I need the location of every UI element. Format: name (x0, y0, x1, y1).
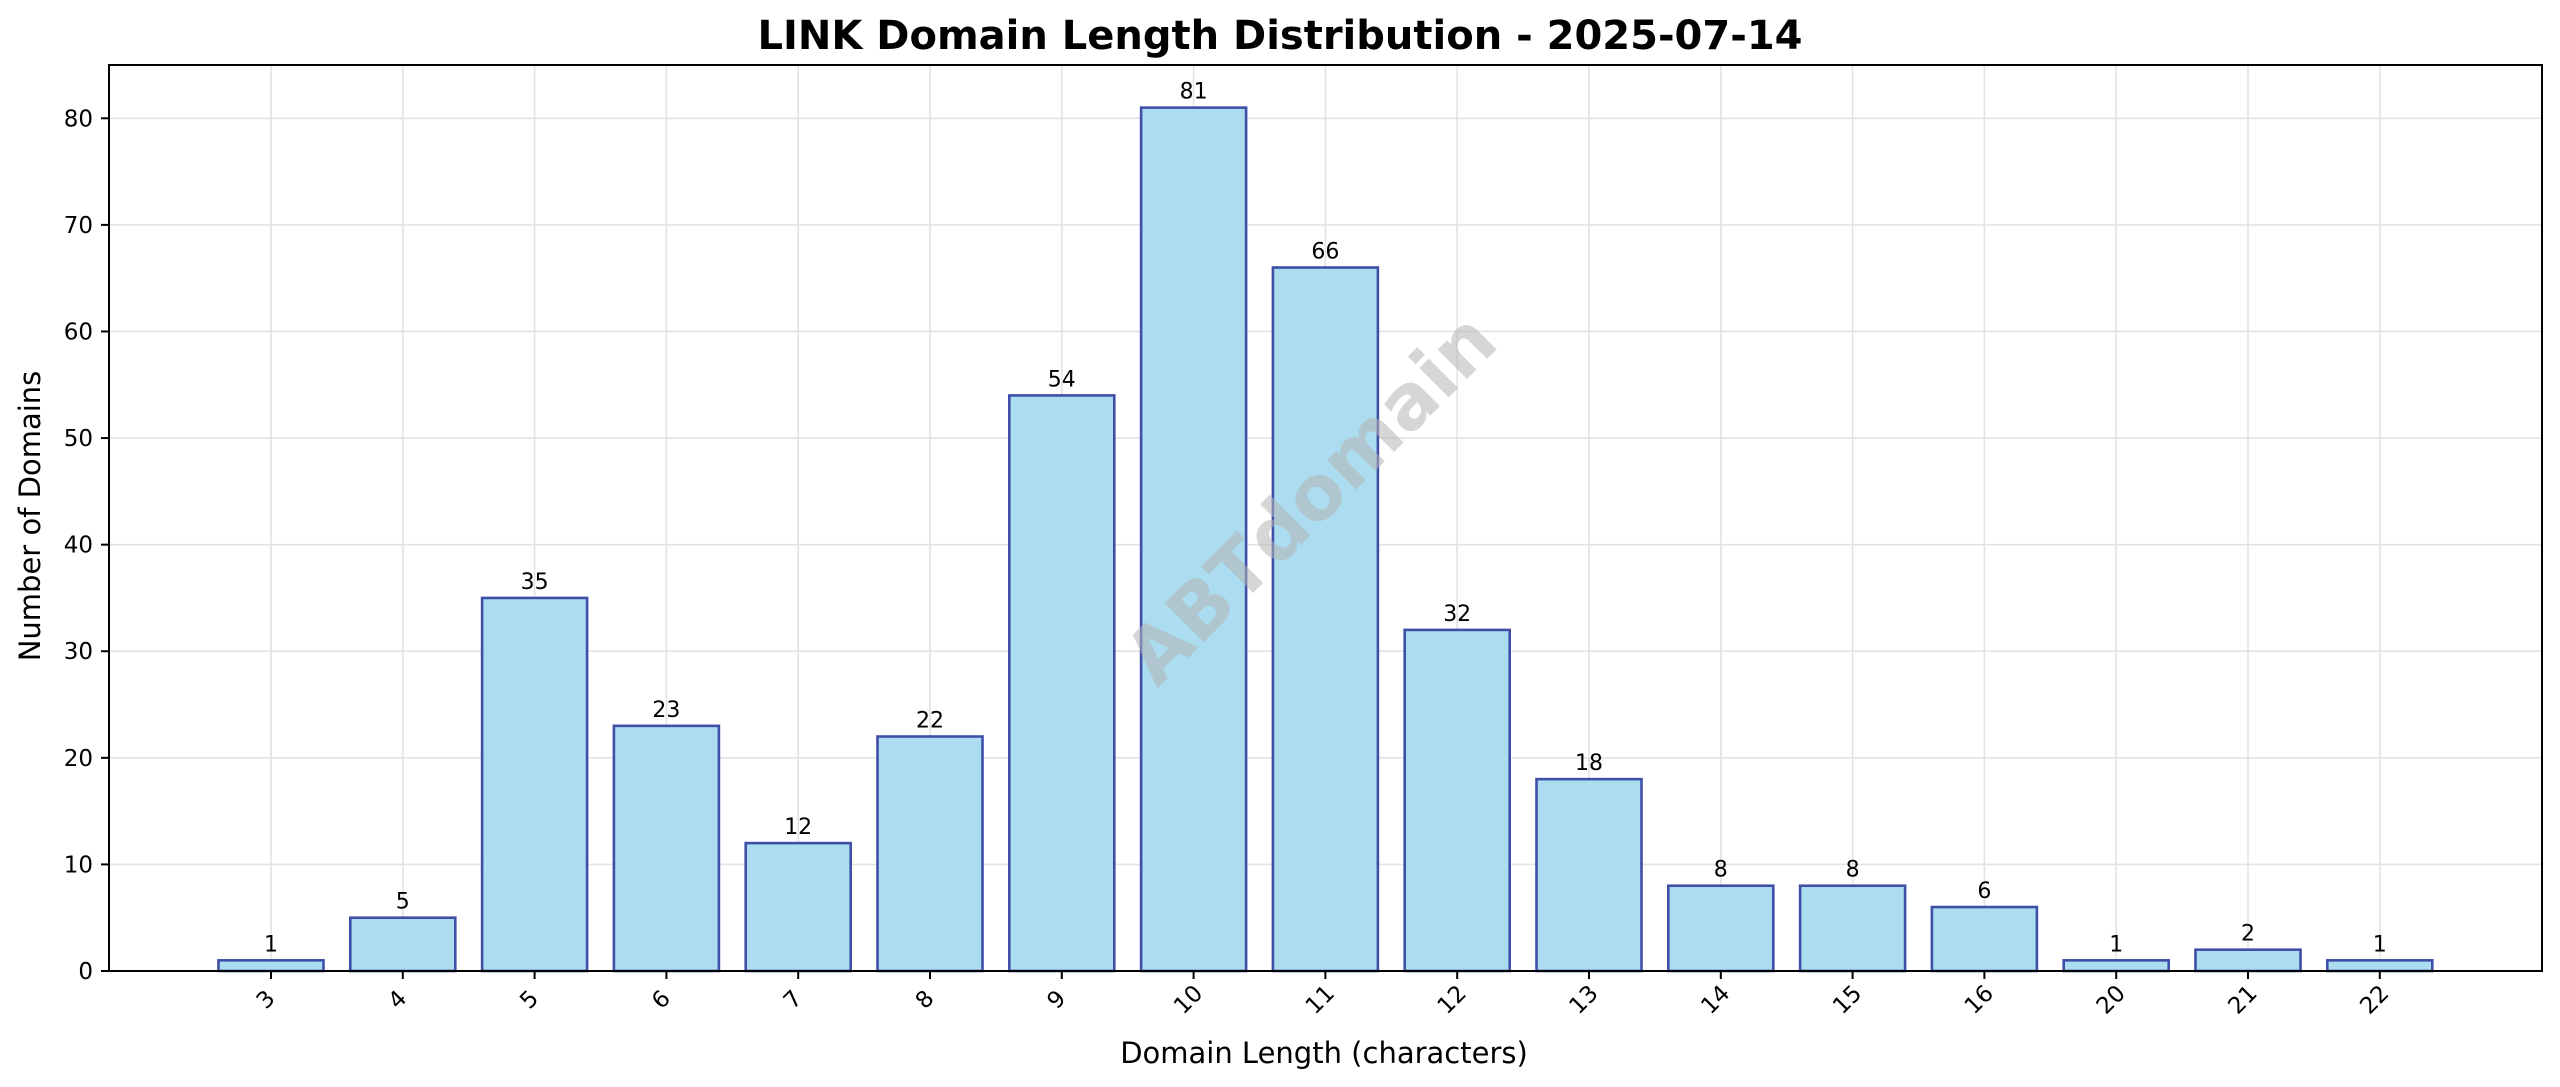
bar-21 (2194, 948, 2302, 973)
data-label-3: 1 (264, 932, 278, 957)
x-tick-label-21: 21 (2224, 981, 2263, 1020)
data-label-11: 66 (1311, 240, 1339, 265)
bar-4 (348, 916, 457, 973)
x-axis-ticks: 3 4 5 6 7 8 9 10 11 12 13 14 15 16 20 21 22 (252, 971, 2394, 1020)
y-tick-label-60: 60 (64, 319, 93, 345)
data-label-20: 1 (2109, 932, 2123, 957)
y-tick-label-20: 20 (64, 746, 93, 772)
bar-16 (1930, 905, 2039, 973)
y-tick-label-80: 80 (64, 106, 93, 132)
x-tick-label-6: 6 (647, 986, 676, 1015)
data-label-4: 5 (396, 890, 410, 915)
y-tick-label-30: 30 (64, 639, 93, 665)
x-tick-label-14: 14 (1696, 981, 1735, 1020)
y-tick-label-40: 40 (64, 533, 93, 559)
x-tick-label-4: 4 (383, 986, 412, 1015)
bar-6 (612, 724, 721, 973)
bar-14 (1667, 884, 1775, 973)
data-label-5: 35 (521, 570, 549, 595)
bar-13 (1535, 777, 1643, 973)
data-label-9: 54 (1048, 367, 1076, 392)
data-label-15: 8 (1846, 858, 1860, 883)
x-tick-label-11: 11 (1301, 981, 1340, 1020)
y-tick-label-50: 50 (64, 426, 93, 452)
y-axis-label: Number of Domains (13, 371, 47, 662)
x-tick-label-22: 22 (2355, 981, 2394, 1020)
bar-9 (1007, 394, 1116, 973)
data-label-13: 18 (1575, 751, 1603, 776)
bar-15 (1798, 884, 1907, 973)
x-tick-label-9: 9 (1042, 986, 1071, 1015)
data-label-8: 22 (916, 709, 944, 734)
x-tick-label-15: 15 (1828, 981, 1867, 1020)
y-tick-label-70: 70 (64, 213, 93, 239)
data-label-16: 6 (1977, 879, 1991, 904)
bar-10 (1139, 106, 1248, 973)
bars (217, 106, 2434, 973)
data-label-10: 81 (1180, 80, 1208, 105)
bar-22 (2326, 959, 2434, 973)
bar-3 (217, 959, 325, 973)
bar-20 (2062, 959, 2170, 973)
x-tick-label-16: 16 (1960, 981, 1999, 1020)
x-tick-label-10: 10 (1169, 981, 1208, 1020)
x-tick-label-13: 13 (1565, 981, 1604, 1020)
bar-12 (1403, 628, 1511, 973)
chart-title: LINK Domain Length Distribution - 2025-0… (758, 13, 1803, 59)
x-tick-label-8: 8 (911, 986, 940, 1015)
bar-7 (744, 841, 853, 973)
data-label-22: 1 (2373, 932, 2387, 957)
y-axis-ticks: 0 10 20 30 40 50 60 70 80 (64, 106, 109, 985)
data-label-12: 32 (1443, 602, 1471, 627)
x-tick-label-7: 7 (779, 986, 808, 1015)
x-tick-label-12: 12 (1433, 981, 1472, 1020)
x-axis-label: Domain Length (characters) (1120, 1036, 1528, 1070)
bar-5 (480, 596, 589, 973)
x-tick-label-20: 20 (2092, 981, 2131, 1020)
bar-11 (1271, 266, 1380, 973)
data-label-21: 2 (2241, 922, 2255, 947)
bar-8 (876, 735, 984, 973)
x-tick-label-5: 5 (515, 986, 544, 1015)
x-tick-label-3: 3 (252, 986, 281, 1015)
data-label-7: 12 (784, 815, 812, 840)
y-tick-label-0: 0 (78, 959, 93, 985)
data-label-6: 23 (652, 698, 680, 723)
data-label-14: 8 (1714, 858, 1728, 883)
y-tick-label-10: 10 (64, 852, 93, 878)
